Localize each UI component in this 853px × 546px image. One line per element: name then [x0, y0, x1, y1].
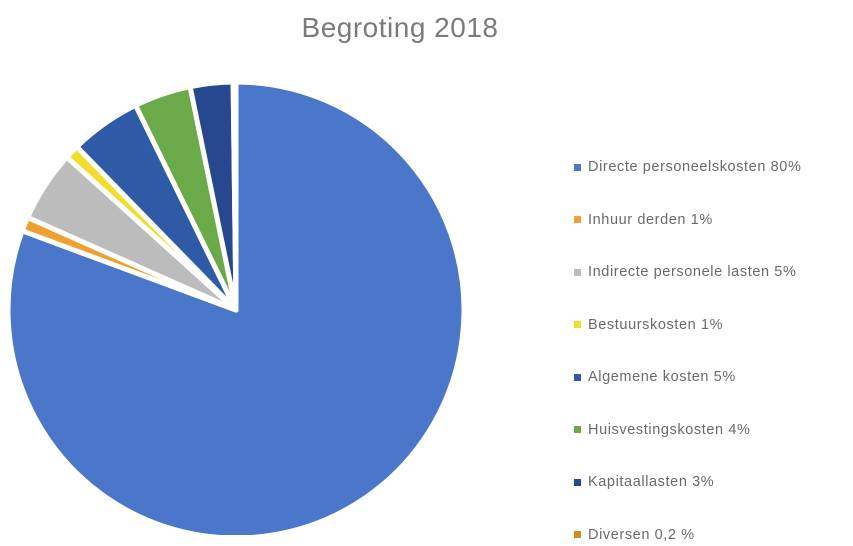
chart-title: Begroting 2018 — [301, 12, 499, 43]
legend-item: Directe personeelskosten 80% — [574, 156, 801, 178]
legend-label: Inhuur derden 1% — [588, 211, 713, 228]
legend-item: Inhuur derden 1% — [574, 209, 713, 231]
legend-label: Algemene kosten 5% — [588, 369, 736, 385]
legend-label: Huisvestingskosten 4% — [588, 421, 751, 438]
legend-label: Directe personeelskosten 80% — [588, 159, 802, 175]
legend-label: Kapitaallasten 3% — [588, 474, 715, 490]
legend-item: Bestuurskosten 1% — [574, 314, 723, 336]
legend-swatch — [574, 321, 581, 328]
pie-chart — [5, 79, 467, 535]
legend-swatch — [574, 478, 581, 486]
legend-item: Huisvestingskosten 4% — [574, 419, 751, 441]
legend-item: Kapitaallasten 3% — [574, 471, 714, 493]
legend-swatch — [574, 216, 581, 223]
pie-slices — [5, 79, 467, 535]
legend-label: Indirecte personele lasten 5% — [588, 264, 797, 280]
legend-item: Indirecte personele lasten 5% — [574, 261, 796, 283]
pie-slice-8 — [230, 79, 239, 313]
legend-swatch — [574, 426, 581, 433]
legend-swatch — [574, 163, 581, 171]
legend-label: Bestuurskosten 1% — [588, 316, 724, 333]
legend-swatch — [574, 373, 581, 381]
legend-item: Algemene kosten 5% — [574, 366, 736, 388]
legend-swatch — [574, 268, 581, 276]
pie-slice-1 — [5, 79, 467, 535]
